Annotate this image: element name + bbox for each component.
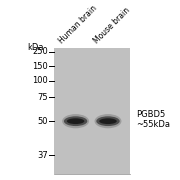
Text: 150: 150 [32, 62, 48, 71]
Ellipse shape [94, 114, 122, 128]
Text: 37: 37 [37, 150, 48, 159]
Text: 100: 100 [32, 76, 48, 85]
Text: ~55kDa: ~55kDa [136, 120, 170, 129]
Text: 75: 75 [37, 93, 48, 102]
Ellipse shape [96, 116, 120, 126]
Text: 250: 250 [32, 47, 48, 56]
Ellipse shape [62, 114, 89, 128]
Text: PGBD5: PGBD5 [136, 110, 165, 119]
Text: Mouse brain: Mouse brain [92, 6, 131, 45]
Text: Human brain: Human brain [58, 4, 99, 45]
Text: kDa: kDa [28, 42, 44, 51]
Ellipse shape [64, 116, 87, 126]
Ellipse shape [99, 118, 117, 124]
Ellipse shape [67, 118, 84, 124]
Bar [54, 48, 130, 174]
Text: 50: 50 [37, 117, 48, 126]
